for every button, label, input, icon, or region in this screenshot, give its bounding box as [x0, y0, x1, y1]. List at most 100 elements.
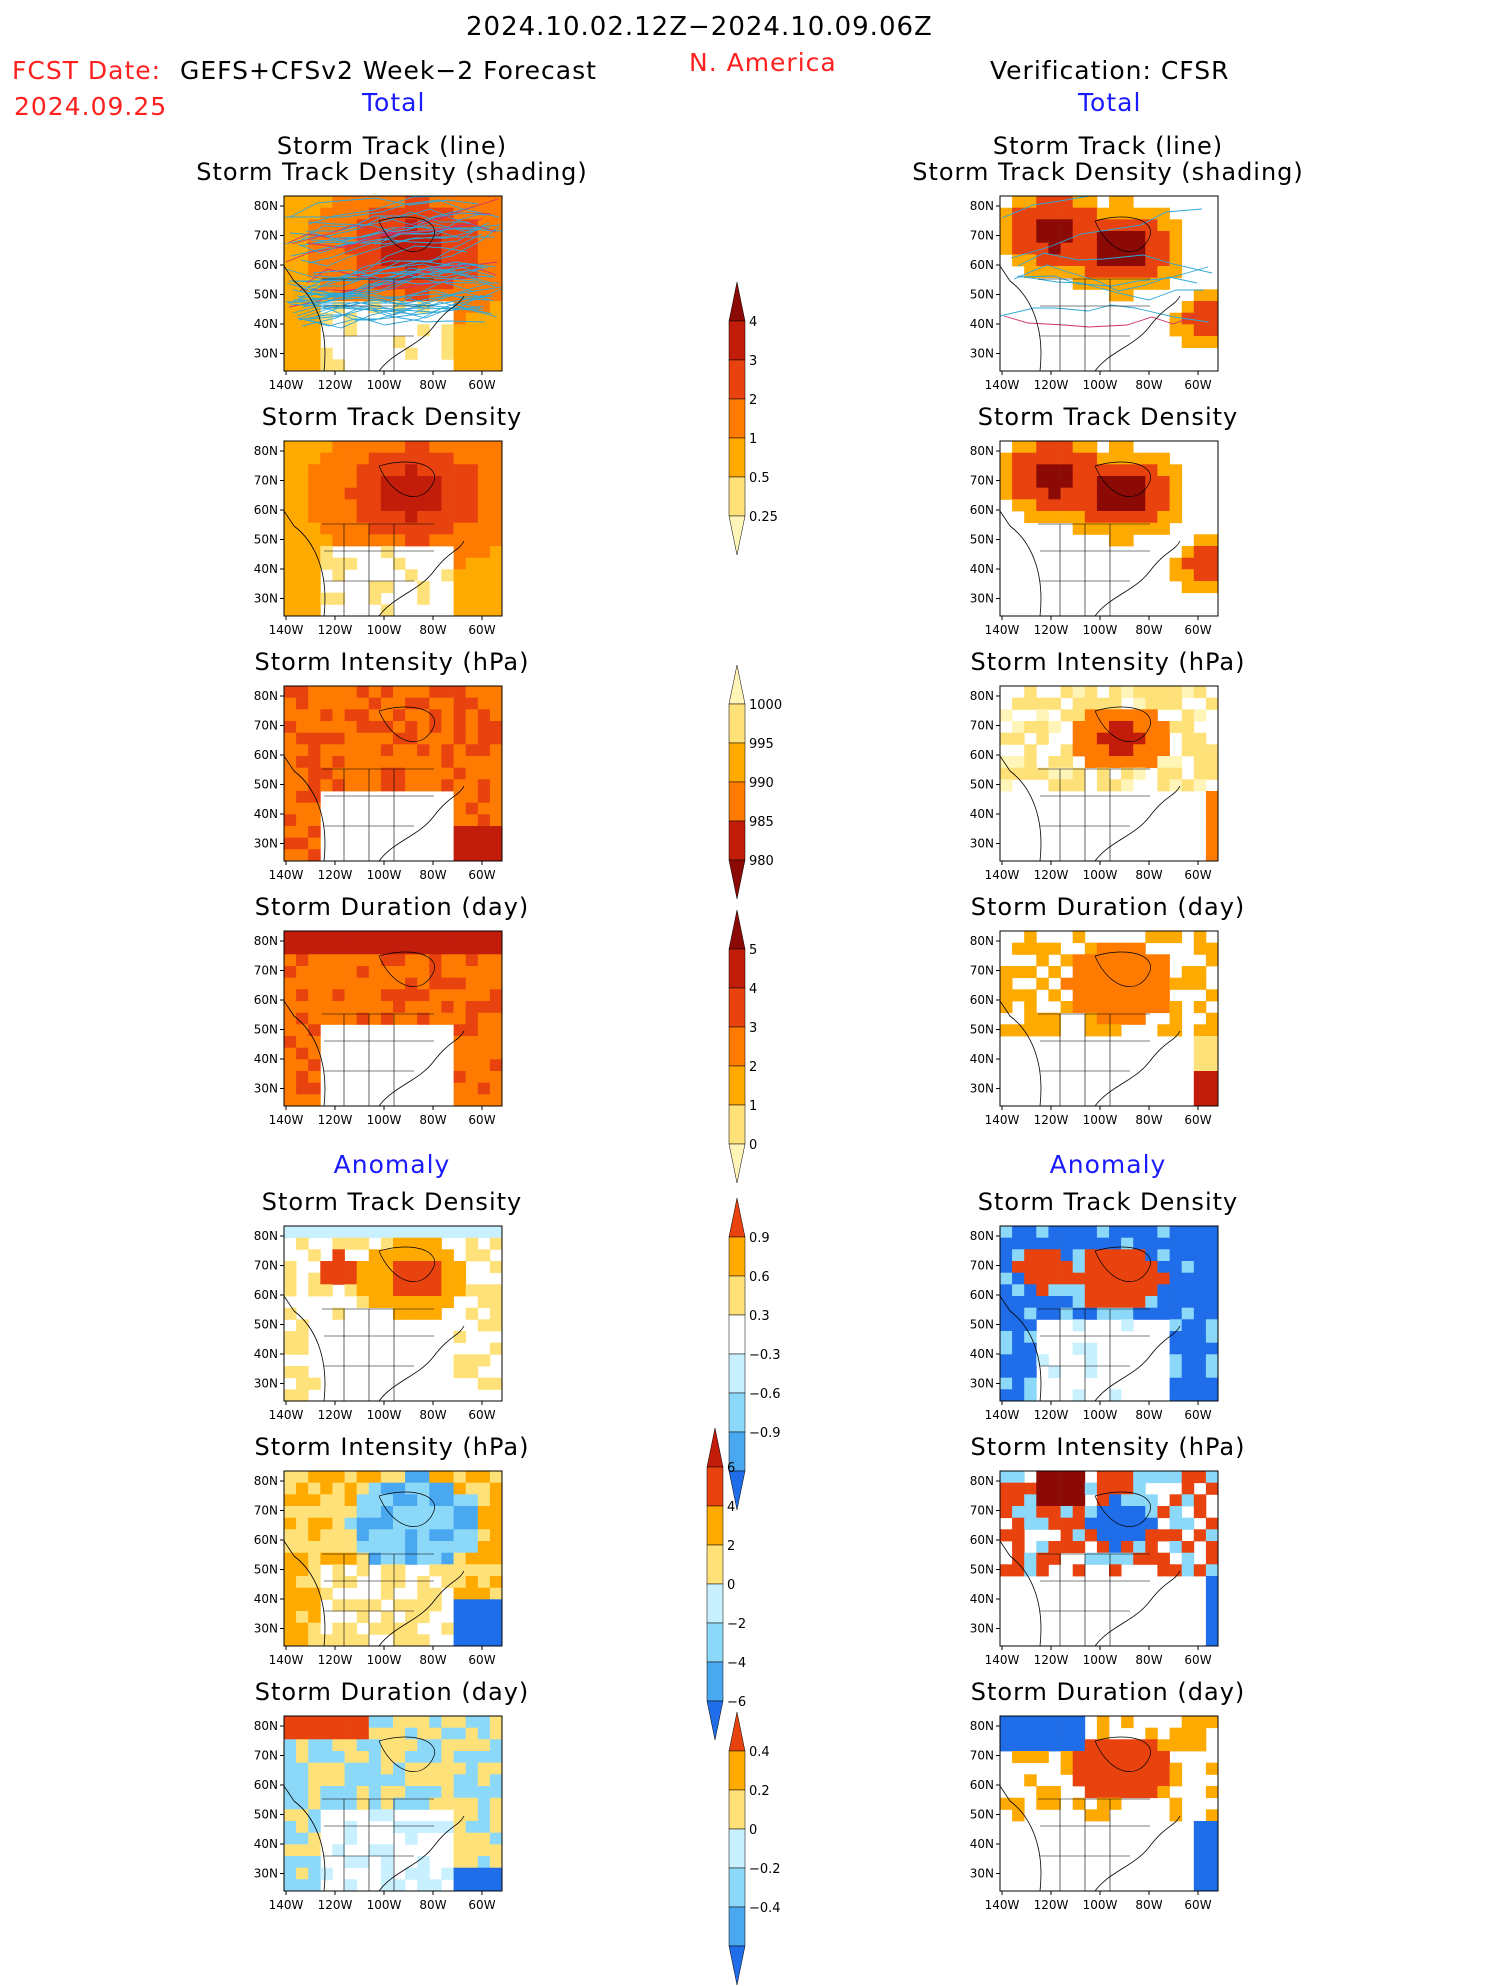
shade-cell [380, 1012, 394, 1025]
shade-cell [489, 1844, 503, 1857]
storm-track-line [1017, 252, 1213, 274]
lat-label: 30N [254, 1377, 278, 1391]
shade-cell [344, 1529, 358, 1542]
shade-cell [1060, 476, 1074, 489]
shade-cell [477, 1059, 491, 1072]
shade-cell [465, 1082, 479, 1095]
shade-cell [1145, 1237, 1158, 1250]
shade-cell [368, 931, 382, 944]
shade-cell [380, 604, 394, 617]
shade-cell [1000, 1377, 1013, 1390]
shade-cell [453, 1024, 467, 1037]
shade-cell [1157, 686, 1170, 699]
shade-cell [1036, 266, 1049, 279]
shade-cell [1193, 1261, 1207, 1274]
shade-cell [1157, 1001, 1170, 1014]
shade-cell [429, 511, 442, 524]
shade-cell [1072, 499, 1086, 512]
shade-cell [453, 1482, 467, 1495]
shade-cell [1012, 1342, 1025, 1355]
shade-cell [393, 1482, 406, 1495]
shade-cell [368, 441, 382, 454]
fcst-label: FCST Date: [12, 56, 162, 85]
shade-cell [441, 686, 454, 699]
shade-cell [1048, 942, 1061, 955]
shade-cell [308, 756, 321, 769]
shade-cell [344, 522, 358, 535]
shade-cell [477, 989, 491, 1002]
shade-cell [453, 1284, 467, 1297]
shade-cell [1048, 1261, 1061, 1274]
shade-cell [1169, 1506, 1183, 1519]
shade-cell [380, 697, 394, 710]
shade-cell [296, 791, 309, 804]
shade-cell [284, 1389, 297, 1402]
shade-cell [1169, 1529, 1183, 1542]
shade-cell [1193, 1506, 1207, 1519]
shade-cell [308, 1786, 321, 1799]
shade-cell [1157, 452, 1170, 465]
shade-cell [393, 1494, 406, 1507]
lon-label: 100W [367, 1408, 402, 1422]
lon-label: 140W [269, 378, 304, 392]
shade-cell [453, 849, 467, 862]
shade-cell [1084, 1237, 1098, 1250]
shade-cell [344, 1879, 358, 1892]
lat-label: 50N [970, 288, 994, 302]
shade-cell [1205, 1634, 1219, 1647]
shade-cell [429, 732, 442, 745]
shade-cell [344, 1832, 358, 1845]
shade-cell [356, 966, 370, 979]
shade-cell [1084, 756, 1098, 769]
shade-cell [332, 441, 345, 454]
shade-cell [489, 557, 503, 570]
shade-cell [308, 557, 321, 570]
shade-cell [320, 1517, 333, 1530]
shade-cell [296, 826, 309, 839]
shade-cell [1193, 1366, 1207, 1379]
shade-cell [284, 1272, 297, 1285]
shade-cell [417, 1599, 430, 1612]
colorbar-label: 0 [727, 1578, 735, 1593]
shade-cell [417, 452, 430, 465]
shade-cell [489, 721, 503, 734]
shade-cell [1181, 581, 1195, 594]
colorbar-segment [728, 820, 746, 861]
shade-cell [296, 592, 309, 605]
shade-cell [1181, 977, 1195, 990]
shade-cell [1169, 1249, 1183, 1262]
shade-cell [405, 1249, 418, 1262]
shade-cell [332, 989, 345, 1002]
lat-label: 30N [970, 837, 994, 851]
colorbar-label: 990 [749, 776, 774, 791]
shade-cell [489, 1821, 503, 1834]
shade-cell [320, 1284, 333, 1297]
shade-cell [308, 849, 321, 862]
shade-cell [308, 604, 321, 617]
shade-cell [1145, 989, 1158, 1002]
shade-cell [465, 767, 479, 780]
colorbar-segment [728, 1314, 746, 1355]
shade-cell [465, 1001, 479, 1014]
shade-cell [1060, 977, 1074, 990]
shade-cell [1157, 476, 1170, 489]
shade-cell [1169, 1366, 1183, 1379]
shade-cell [1084, 1354, 1098, 1367]
shade-cell [1048, 756, 1061, 769]
shade-cell [489, 1517, 503, 1530]
shade-cell [1109, 1307, 1122, 1320]
shade-cell [332, 756, 345, 769]
shade-cell [1036, 452, 1049, 465]
shade-cell [1048, 219, 1061, 232]
shade-cell [393, 1821, 406, 1834]
lat-label: 40N [254, 1347, 278, 1361]
shade-cell [1036, 942, 1049, 955]
shade-cell [296, 511, 309, 524]
shade-cell [308, 1036, 321, 1049]
shade-cell [332, 1249, 345, 1262]
shade-cell [453, 476, 467, 489]
shade-cell [1205, 1319, 1219, 1332]
shade-cell [1181, 1482, 1195, 1495]
shade-cell [1012, 441, 1025, 454]
